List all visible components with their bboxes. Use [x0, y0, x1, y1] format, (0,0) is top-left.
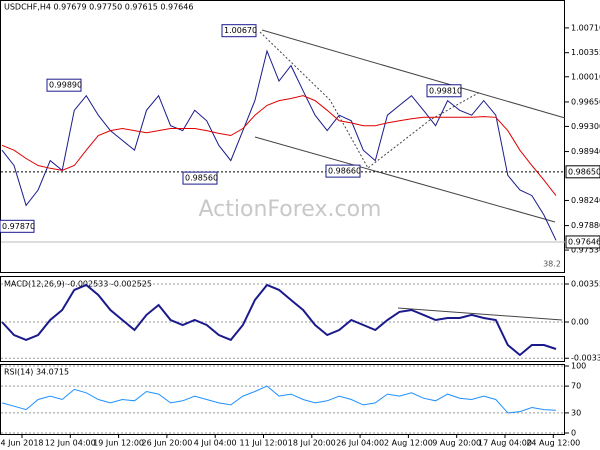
- series-line: [1, 385, 557, 414]
- series-line: [1, 283, 557, 357]
- channel-upper: [261, 29, 566, 119]
- swing-lines: [259, 31, 481, 169]
- price-tag-label: 0.97870: [2, 222, 35, 231]
- y-tick-label: 100: [571, 362, 586, 371]
- rsi-panel: [0, 364, 565, 435]
- price-tag-label: 0.98660: [328, 167, 361, 176]
- last-tag: [565, 235, 600, 249]
- series-line: [1, 95, 557, 196]
- y-tick-label: 30: [571, 408, 581, 417]
- price-tag-label: 0.99810: [429, 86, 462, 95]
- title: USDCHF,H4 0.97679 0.97750 0.97615 0.9764…: [4, 3, 193, 12]
- price-tag: [426, 84, 462, 98]
- x-tick-label: 2 Aug 12:00: [384, 439, 433, 448]
- price-tag: [221, 24, 257, 38]
- x-tick-label: 4 Jun 2018: [0, 439, 43, 448]
- macd-panel: [0, 276, 565, 362]
- price-tag: [46, 78, 82, 92]
- y-tick-label: 0.003556: [571, 279, 600, 288]
- y-tick-label: 0.00: [571, 317, 589, 326]
- y-tick-label: 70: [571, 382, 581, 391]
- rsi-title: RSI(14) 34.0715: [4, 368, 69, 377]
- price-tag: [325, 164, 361, 178]
- x-tick-label: 11 Jul 12:00: [240, 439, 288, 448]
- y-tick-label: 1.00355: [571, 48, 600, 57]
- price-panel: [0, 0, 565, 273]
- level-tag: [565, 165, 600, 179]
- x-tick-label: 24 Aug 12:00: [526, 439, 580, 448]
- fib-label: 38.2: [543, 260, 561, 269]
- x-tick-label: 19 Jun 12:00: [93, 439, 144, 448]
- y-tick-label: 0: [571, 429, 576, 438]
- price-tag: [182, 171, 218, 185]
- x-tick-label: 26 Jun 20:00: [141, 439, 192, 448]
- macd-trendline: [397, 307, 563, 321]
- price-tag-label: 0.99890: [49, 81, 82, 90]
- last-label: 0.97646: [568, 237, 600, 246]
- price-tag-label: 0.98560: [185, 174, 218, 183]
- level-label: 0.98650: [568, 167, 600, 176]
- price-tag-label: 1.00670: [224, 26, 257, 35]
- price-tag: [0, 219, 35, 233]
- y-tick-label: 1.00710: [571, 23, 600, 32]
- x-tick-label: 17 Aug 04:00: [478, 439, 532, 448]
- x-tick-label: 18 Jul 20:00: [288, 439, 336, 448]
- x-tick-label: 4 Jul 04:00: [194, 439, 237, 448]
- x-tick-label: 12 Jun 04:00: [45, 439, 96, 448]
- x-tick-label: 26 Jul 04:00: [336, 439, 384, 448]
- series-line: [1, 49, 557, 241]
- x-tick-label: 9 Aug 20:00: [432, 439, 481, 448]
- watermark: ActionForex.com: [199, 197, 382, 222]
- channel-lower: [254, 136, 556, 223]
- y-tick-label: -0.003391: [571, 354, 600, 363]
